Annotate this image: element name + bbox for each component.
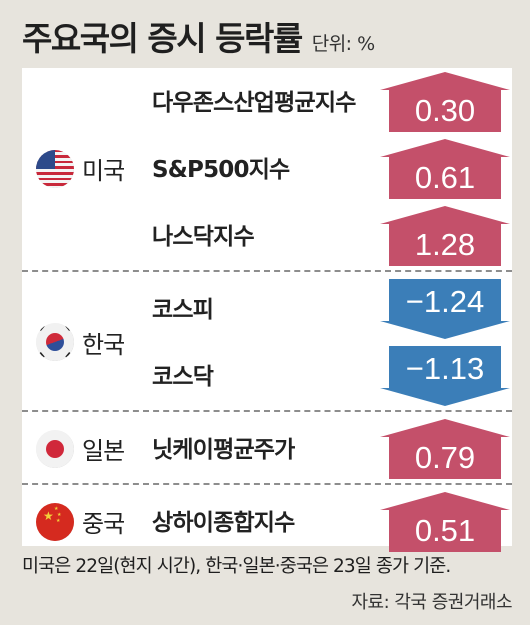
down-arrow-bar: −1.13 (380, 346, 510, 406)
us-flag-icon (36, 149, 74, 188)
bar-mark (380, 72, 510, 132)
up-arrow-bar: 0.30 (380, 72, 510, 132)
bar-mark (380, 346, 510, 406)
source-label: 자료: 각국 증권거래소 (351, 592, 512, 613)
bar-mark (380, 419, 510, 479)
data-label: 0.61 (414, 160, 476, 195)
down-arrow-icon (380, 346, 510, 406)
title-row: 주요국의 증시 등락률 단위: % (22, 12, 375, 64)
index-label: 닛케이평균주가 (152, 437, 295, 463)
index-label: 코스닥 (152, 364, 214, 390)
korea-flag-icon (36, 323, 74, 361)
country-name: 중국 (82, 510, 125, 538)
japan-flag-icon (36, 429, 74, 468)
up-arrow-bar: 1.28 (380, 206, 510, 266)
down-arrow-icon (380, 279, 510, 339)
country-group-label: ★ ★ ★ ★ 중국 (36, 502, 125, 542)
data-label: 0.79 (414, 440, 476, 475)
up-arrow-icon (380, 72, 510, 132)
data-label: −1.24 (405, 284, 485, 319)
bar-mark (380, 139, 510, 199)
group-divider (22, 483, 512, 485)
index-label: S&P500지수 (152, 157, 290, 183)
unit-label: 단위: % (311, 33, 375, 55)
country-name: 일본 (82, 437, 125, 465)
country-name: 한국 (82, 330, 125, 359)
up-arrow-bar: 0.61 (380, 139, 510, 199)
index-label: 나스닥지수 (152, 224, 255, 250)
group-divider (22, 270, 512, 272)
footnote: 미국은 22일(현지 시간), 한국·일본·중국은 23일 종가 기준. (22, 556, 451, 577)
data-label: 1.28 (414, 227, 476, 262)
down-arrow-bar: −1.24 (380, 279, 510, 339)
index-label: 상하이종합지수 (152, 510, 295, 536)
bar-mark (380, 492, 510, 552)
country-group-label: 한국 (36, 322, 125, 362)
up-arrow-icon (380, 492, 510, 552)
country-group-label: 미국 (36, 149, 125, 189)
data-label: 0.30 (414, 93, 476, 128)
group-divider (22, 410, 512, 412)
chart-title: 주요국의 증시 등락률 (22, 19, 303, 58)
data-label: 0.51 (414, 513, 476, 548)
bar-mark (380, 206, 510, 266)
data-label: −1.13 (405, 351, 485, 386)
china-flag-icon: ★ ★ ★ ★ (36, 502, 74, 541)
country-name: 미국 (82, 157, 125, 185)
up-arrow-icon (380, 139, 510, 199)
up-arrow-icon (380, 206, 510, 266)
index-label: 코스피 (152, 297, 214, 323)
up-arrow-bar: 0.51 (380, 492, 510, 552)
up-arrow-icon (380, 419, 510, 479)
up-arrow-bar: 0.79 (380, 419, 510, 479)
index-label: 다우존스산업평균지수 (152, 90, 356, 116)
country-group-label: 일본 (36, 429, 125, 469)
bar-mark (380, 279, 510, 339)
